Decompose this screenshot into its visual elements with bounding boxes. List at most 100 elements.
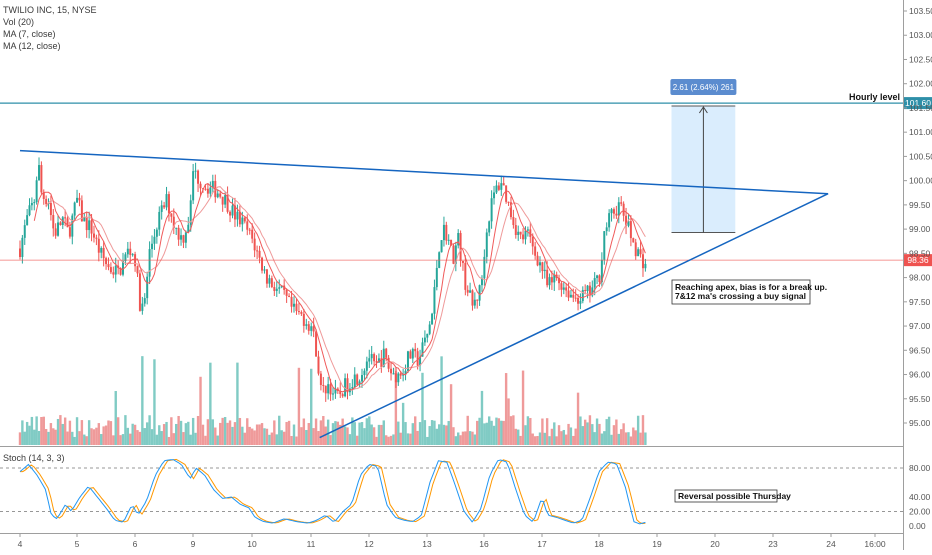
candle-body (136, 266, 139, 274)
volume-bar (177, 415, 180, 445)
volume-bar (290, 435, 293, 445)
candle-body (423, 337, 426, 343)
time-tick-label: 5 (75, 539, 80, 549)
indicator-ma7[interactable]: MA (7, close) (3, 29, 56, 39)
candle-body (302, 313, 305, 326)
volume-bar (90, 428, 93, 445)
volume-bar (319, 420, 323, 445)
candle-body (548, 277, 551, 286)
candle-body (105, 258, 108, 265)
volume-bar (268, 434, 271, 445)
volume-bar (615, 419, 618, 445)
time-tick-label: 6 (133, 539, 138, 549)
lower-trendline[interactable] (319, 193, 829, 439)
volume-bar (336, 421, 340, 445)
volume-bar (341, 418, 344, 445)
annotation-box-reversal[interactable] (674, 489, 778, 503)
volume-bar (63, 417, 67, 445)
candle-body (526, 229, 529, 231)
candle-body (258, 250, 261, 258)
candle-body (121, 261, 124, 275)
volume-bar (449, 384, 453, 445)
candle-body (109, 267, 112, 273)
volume-bar (54, 429, 57, 445)
price-panel[interactable] (0, 0, 903, 446)
candle-body (471, 290, 474, 306)
candle-body (236, 211, 239, 220)
price-tick-label: 97.50 (909, 297, 931, 307)
candle-body (370, 354, 373, 359)
measure-label-box (670, 79, 737, 96)
candle-body (265, 269, 268, 284)
volume-bar (116, 417, 120, 445)
candle-body (541, 262, 544, 272)
volume-bar (104, 425, 108, 445)
candle-body (493, 192, 496, 199)
volume-bar (85, 436, 88, 445)
candle-body (361, 375, 364, 382)
candle-body (600, 259, 603, 283)
candle-body (248, 229, 251, 231)
time-tick-label: 9 (191, 539, 196, 549)
candle-body (358, 381, 361, 385)
volume-bar (141, 356, 144, 445)
volume-bar (576, 392, 580, 445)
price-tick-label: 103.50 (909, 6, 932, 16)
candle-body (368, 358, 371, 362)
volume-bar (196, 415, 200, 445)
volume-bar (473, 434, 477, 445)
candle-body (588, 285, 591, 296)
candle-body (586, 285, 589, 292)
indicator-ma12[interactable]: MA (12, close) (3, 41, 61, 51)
annotation-box-breakout[interactable] (671, 279, 811, 305)
volume-bar (78, 431, 81, 445)
candle-body (229, 211, 232, 216)
measure-arrowhead (698, 106, 708, 114)
volume-bar (278, 415, 281, 445)
volume-bar (339, 424, 342, 445)
volume-bar (627, 432, 630, 445)
volume-bar (485, 422, 488, 445)
volume-bar (317, 431, 320, 445)
volume-bar (56, 418, 60, 445)
candle-body (579, 301, 582, 304)
volume-bar (607, 416, 611, 445)
volume-bar (47, 431, 50, 445)
volume-bar (275, 434, 278, 445)
volume-bar (307, 423, 310, 445)
candle-body (416, 351, 419, 366)
volume-bar (287, 420, 291, 445)
volume-bar (42, 416, 45, 445)
volume-bar (109, 421, 113, 445)
stoch-d-line (20, 458, 646, 525)
stoch-tick-label: 0.00 (909, 521, 926, 531)
volume-bar (428, 426, 431, 445)
volume-bar (201, 424, 205, 445)
volume-bar (617, 433, 620, 445)
volume-bar (553, 422, 556, 445)
volume-bar (480, 390, 484, 445)
candle-body (620, 202, 623, 204)
upper-trendline[interactable] (19, 149, 829, 195)
volume-bar (216, 435, 219, 445)
candle-body (90, 220, 93, 234)
price-tick-label: 95.50 (909, 394, 931, 404)
candle-body (112, 272, 115, 275)
candle-body (102, 247, 105, 259)
volume-bar (199, 376, 202, 445)
candle-body (129, 248, 132, 255)
volume-bar (514, 428, 517, 445)
candle-body (466, 289, 469, 293)
volume-bar (353, 422, 356, 445)
volume-bar (526, 416, 530, 445)
volume-bar (302, 418, 306, 445)
volume-bar (206, 419, 210, 445)
candle-body (634, 242, 637, 257)
stoch-title[interactable]: Stoch (14, 3, 3) (3, 453, 65, 463)
indicator-volume[interactable]: Vol (20) (3, 17, 35, 27)
price-tick-label: 99.00 (909, 224, 931, 234)
candle-body (334, 388, 337, 394)
volume-bar (377, 424, 381, 445)
